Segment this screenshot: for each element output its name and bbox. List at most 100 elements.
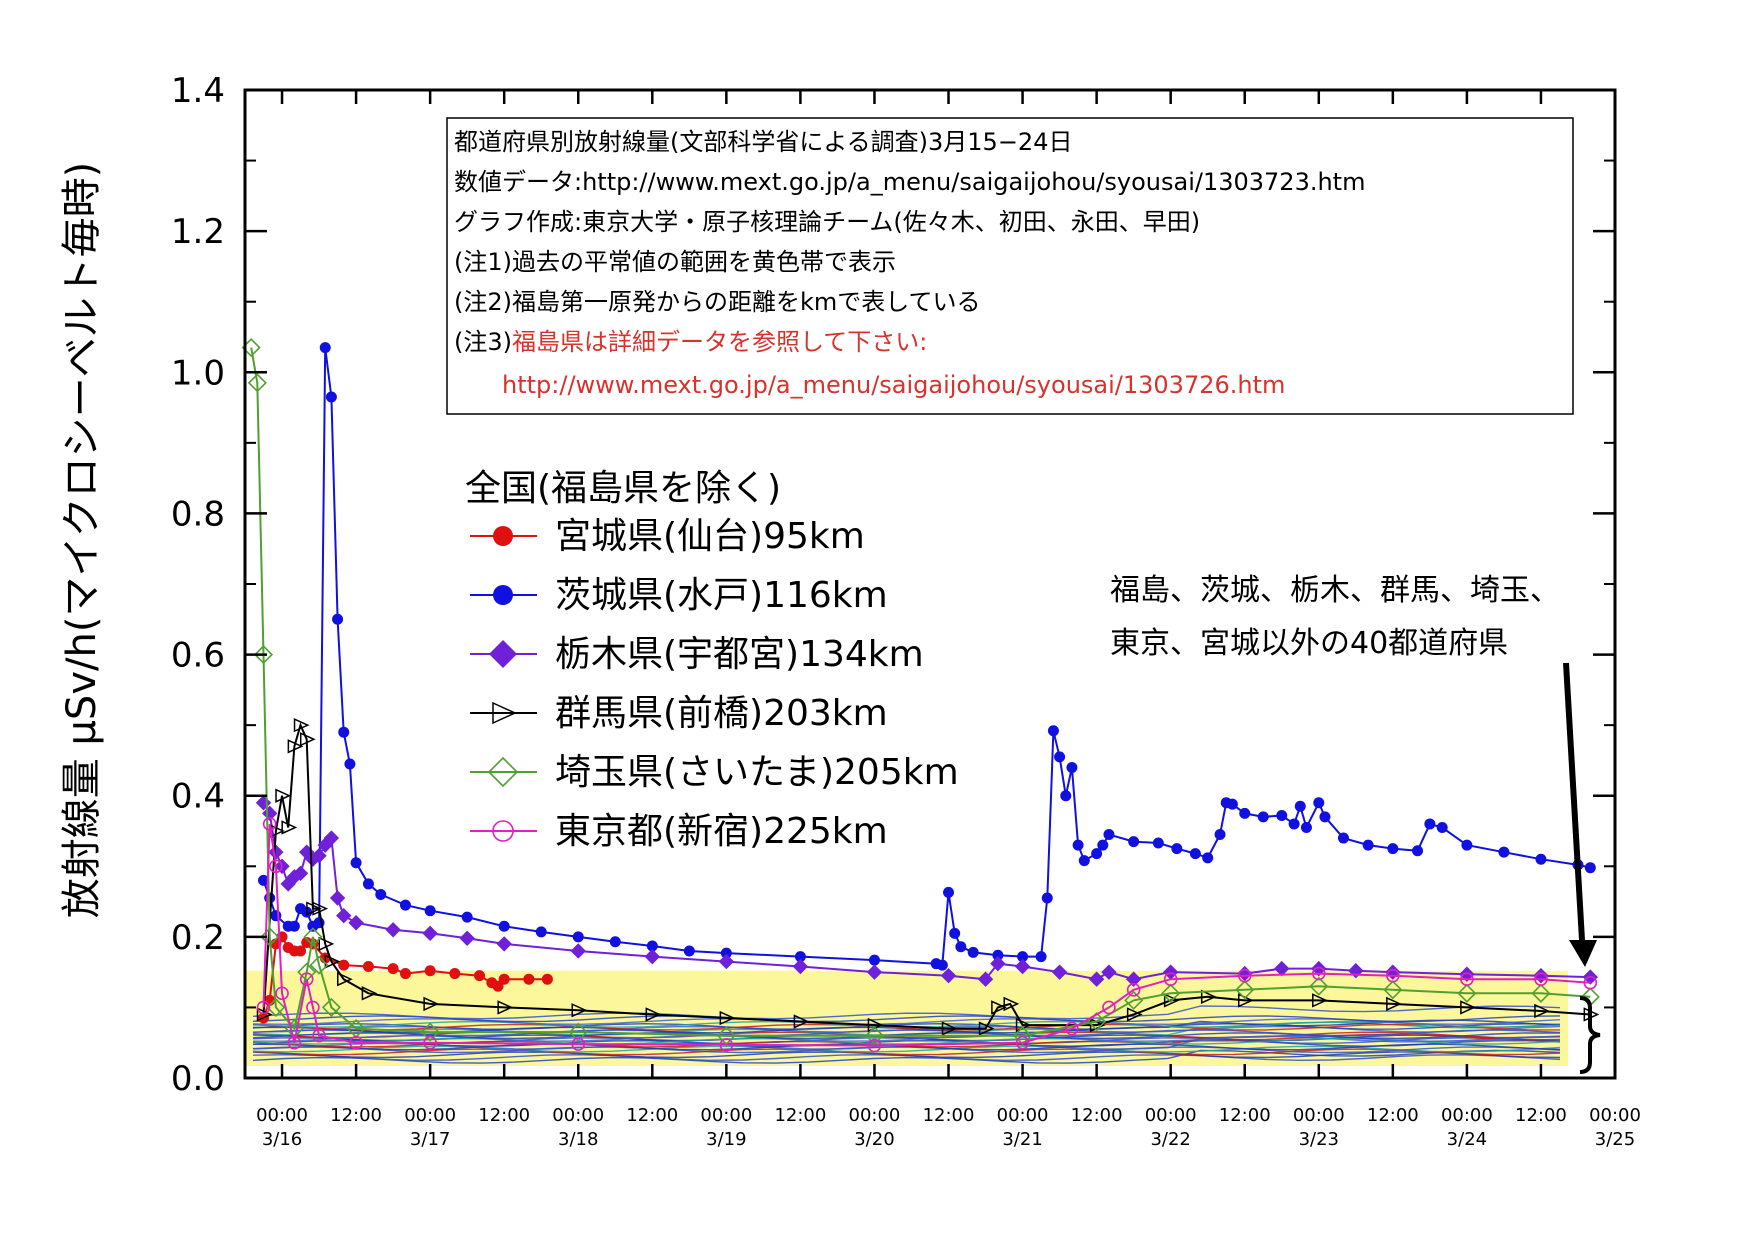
data-point (461, 911, 473, 923)
data-point (1311, 966, 1326, 981)
data-point (260, 927, 280, 947)
data-point (992, 949, 1004, 961)
data-point (399, 899, 411, 911)
data-point (311, 848, 327, 864)
info-line-author: グラフ作成:東京大学・原子核理論チーム(佐々木、初田、永田、早田) (454, 208, 1200, 236)
data-point (1498, 846, 1510, 858)
data-point (1088, 971, 1105, 987)
data-point (324, 954, 341, 969)
x-tick-time-label: 12:00 (774, 1105, 826, 1126)
data-point (718, 953, 735, 970)
data-point (794, 951, 806, 963)
info-line-note3-url[interactable]: http://www.mext.go.jp/a_menu/saigaijohou… (502, 371, 1285, 399)
data-point (492, 701, 517, 725)
data-point (949, 927, 961, 939)
data-point (422, 925, 438, 942)
data-point (492, 980, 504, 992)
data-point (493, 526, 513, 546)
y-tick-label: 0.6 (171, 636, 225, 676)
data-point (990, 955, 1006, 972)
data-point (720, 947, 732, 959)
data-point (1066, 761, 1078, 773)
legend-label: 群馬県(前橋)203km (555, 693, 888, 734)
data-point (940, 967, 957, 984)
data-point (344, 758, 356, 770)
data-point (1226, 798, 1238, 810)
data-point (449, 968, 461, 980)
y-tick-label: 0.2 (171, 918, 225, 958)
annotation-brace (1579, 996, 1601, 1074)
annotation-line-2: 東京、宮城以外の40都道府県 (1110, 626, 1508, 661)
data-point (1072, 839, 1084, 851)
data-point (1163, 972, 1178, 987)
data-point (1161, 983, 1181, 1003)
data-point (266, 997, 286, 1017)
data-point (362, 960, 374, 972)
data-point (275, 788, 292, 803)
other-prefecture-line (252, 1049, 1561, 1064)
data-point (1534, 1003, 1550, 1019)
x-tick-date-label: 3/20 (854, 1129, 894, 1150)
x-tick-date-label: 3/22 (1150, 1129, 1190, 1150)
x-tick-time-label: 00:00 (1441, 1105, 1493, 1126)
series-0 (258, 931, 553, 1024)
legend-items: 宮城県(仙台)95km 茨城県(水戸)116km 栃木県(宇都宮)134km 群馬県(… (470, 516, 959, 852)
data-point (609, 936, 621, 948)
y-tick-label: 1.4 (171, 71, 225, 111)
data-point (1200, 989, 1217, 1005)
info-line-note2: (注2)福島第一原発からの距離をkmで表している (454, 288, 981, 316)
other-prefecture-line (252, 1032, 1561, 1040)
data-point (1163, 993, 1180, 1008)
data-point (1276, 809, 1288, 821)
info-box: 都道府県別放射線量(文部科学省による調査)3月15−24日 数値データ:http… (446, 117, 1574, 415)
data-point (1102, 1000, 1116, 1015)
data-point (256, 1000, 271, 1015)
x-tick-time-label: 12:00 (923, 1105, 975, 1126)
data-point (295, 945, 307, 957)
data-point (498, 920, 510, 932)
x-tick-time-label: 12:00 (1071, 1105, 1123, 1126)
y-tick-label: 0.8 (171, 494, 225, 534)
legend: 全国(福島県を除く) 宮城県(仙台)95km 茨城県(水戸)116km 栃木県(宇都… (465, 468, 959, 852)
other-prefectures-lines (252, 1005, 1561, 1064)
data-point (247, 373, 267, 393)
x-tick-time-label: 12:00 (1219, 1105, 1271, 1126)
data-point (1312, 993, 1328, 1008)
data-point (523, 973, 535, 985)
data-point (941, 1021, 958, 1036)
data-point (868, 954, 880, 966)
data-point (943, 886, 955, 898)
data-point (493, 585, 513, 605)
data-point (312, 1028, 326, 1043)
series-line (262, 823, 1591, 1047)
data-point (1239, 807, 1251, 819)
data-point (571, 1003, 588, 1018)
x-tick-time-label: 12:00 (478, 1105, 530, 1126)
data-point (1257, 811, 1269, 823)
data-point (1274, 960, 1290, 977)
data-point (1319, 811, 1331, 823)
data-point (572, 931, 584, 943)
other-prefecture-line (252, 1029, 1561, 1037)
data-point (424, 965, 436, 977)
data-point (1014, 958, 1031, 975)
other-prefecture-line (252, 1022, 1561, 1030)
data-point (1237, 968, 1252, 983)
series-5 (256, 817, 1598, 1053)
data-point (336, 907, 352, 924)
x-tick-time-label: 00:00 (997, 1105, 1049, 1126)
annotation-line-1: 福島、茨城、栃木、群馬、埼玉、 (1110, 573, 1560, 608)
data-point (375, 889, 387, 901)
data-point (541, 973, 553, 985)
axes-layer: 0.0 0.2 0.4 0.6 0.8 1.0 1.2 1.4 00:00 3/16 12:00 00… (171, 71, 1641, 1150)
x-tick-date-label: 3/21 (1002, 1129, 1042, 1150)
x-tick-time-label: 12:00 (330, 1105, 382, 1126)
x-tick-date-label: 3/24 (1447, 1129, 1487, 1150)
data-point (309, 955, 329, 975)
data-point (1097, 839, 1109, 851)
data-point (719, 1038, 734, 1052)
data-point (424, 905, 436, 917)
data-point (269, 859, 283, 874)
x-tick-time-label: 00:00 (1145, 1105, 1197, 1126)
data-point (1041, 892, 1053, 904)
